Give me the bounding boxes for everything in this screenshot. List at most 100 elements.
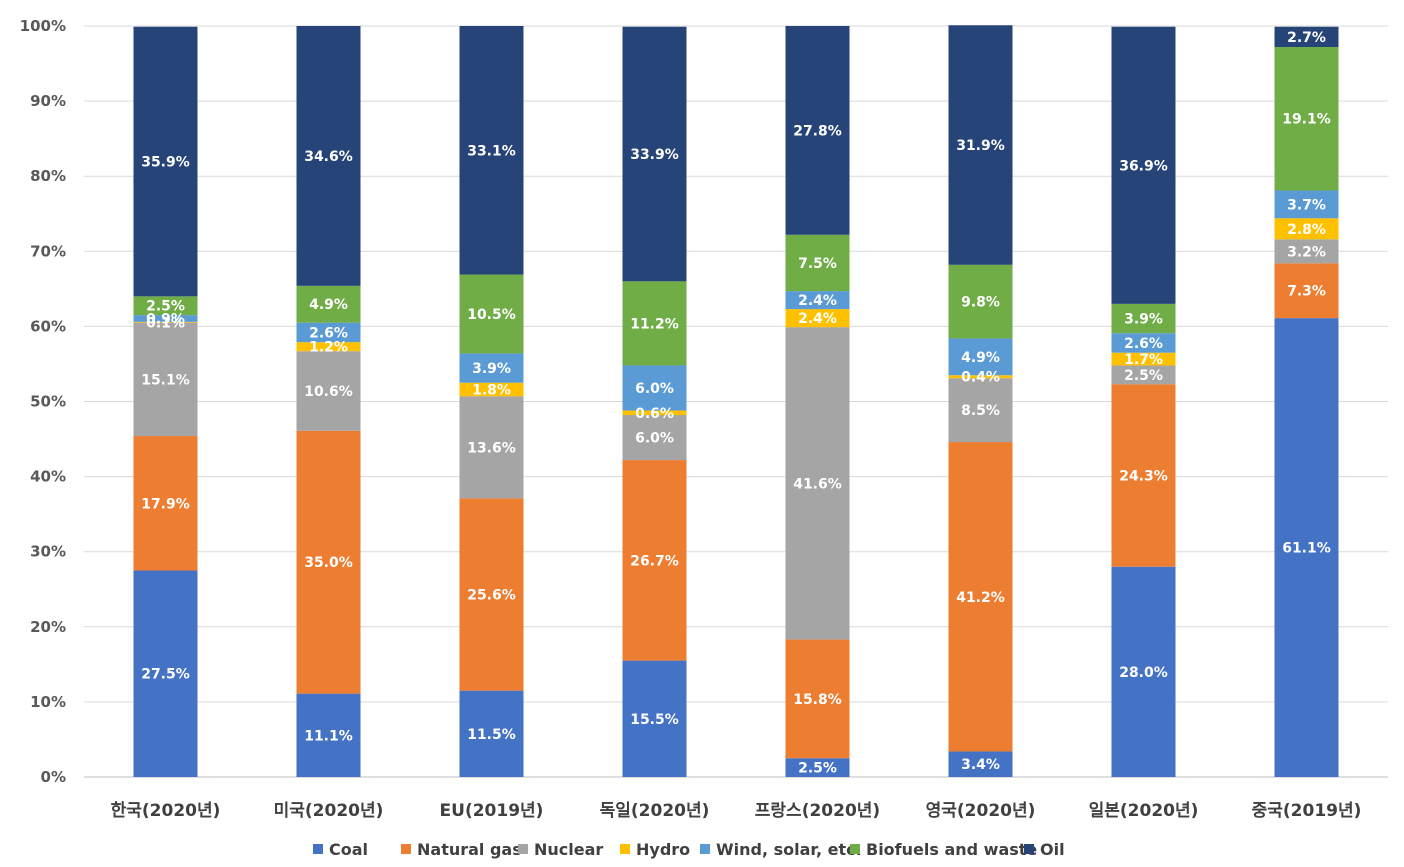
data-label: 15.1% — [141, 372, 190, 388]
y-tick-label: 90% — [30, 92, 66, 110]
bar-segment-nuclear — [948, 378, 1013, 443]
data-label: 11.1% — [304, 728, 353, 744]
data-label: 2.4% — [798, 311, 837, 327]
legend-label: Coal — [329, 840, 368, 859]
data-label: 3.2% — [1287, 244, 1326, 260]
y-tick-label: 20% — [30, 618, 66, 636]
bar-segment-nuclear — [785, 327, 850, 640]
data-label: 35.9% — [141, 155, 190, 171]
bar-segment-wind-solar-etc — [1111, 333, 1176, 353]
data-label: 0.1% — [146, 315, 185, 331]
data-label: 2.4% — [798, 293, 837, 309]
y-tick-label: 80% — [30, 167, 66, 185]
bar-segment-coal — [296, 693, 361, 777]
legend-swatch — [401, 844, 411, 854]
data-label: 15.8% — [793, 692, 842, 708]
bar-segment-natural-gas — [133, 436, 198, 571]
data-label: 10.5% — [467, 307, 516, 323]
bar-segment-hydro — [785, 309, 850, 328]
bar-segment-wind-solar-etc — [459, 353, 524, 383]
data-label: 61.1% — [1282, 541, 1331, 557]
bar-segment-hydro — [133, 321, 198, 323]
data-label: 2.5% — [146, 299, 185, 315]
data-label: 33.1% — [467, 143, 516, 159]
bar-segment-nuclear — [459, 396, 524, 499]
bar-segment-hydro — [1111, 352, 1176, 366]
bar-segment-wind-solar-etc — [1274, 190, 1339, 219]
data-label: 27.5% — [141, 667, 190, 683]
bar-segment-oil — [1111, 26, 1176, 304]
bar-segment-biofuels-and-waste — [296, 285, 361, 323]
y-tick-label: 30% — [30, 543, 66, 561]
bar-segment-oil — [1274, 26, 1339, 48]
bar-segment-natural-gas — [1274, 263, 1339, 319]
bar-segment-oil — [459, 26, 524, 275]
bar-segment-coal — [622, 660, 687, 777]
bar-segment-coal — [1274, 318, 1339, 777]
bar-segment-oil — [622, 26, 687, 282]
data-label: 36.9% — [1119, 158, 1168, 174]
data-label: 1.7% — [1124, 352, 1163, 368]
bar-segment-wind-solar-etc — [622, 365, 687, 411]
legend-label: Hydro — [636, 840, 690, 859]
bar-segment-nuclear — [1274, 239, 1339, 264]
bar-stack — [296, 26, 361, 777]
legend-swatch — [700, 844, 710, 854]
legend-label: Wind, solar, etc. — [716, 840, 862, 859]
data-label: 0.4% — [961, 370, 1000, 386]
bar-segment-natural-gas — [459, 498, 524, 691]
y-tick-label: 100% — [20, 17, 66, 35]
data-label: 1.2% — [309, 340, 348, 356]
data-label: 24.3% — [1119, 468, 1168, 484]
x-tick-label: 독일(2020년) — [600, 801, 710, 821]
data-label: 31.9% — [956, 138, 1005, 154]
bar-segment-coal — [133, 570, 198, 777]
bar-segment-natural-gas — [948, 442, 1013, 752]
legend-swatch — [850, 844, 860, 854]
bar-segment-biofuels-and-waste — [459, 274, 524, 354]
x-tick-label: 영국(2020년) — [926, 801, 1036, 821]
bar-segment-nuclear — [622, 415, 687, 461]
bar-segment-natural-gas — [622, 460, 687, 661]
legend-label: Nuclear — [534, 840, 603, 859]
data-label: 34.6% — [304, 149, 353, 165]
bar-segment-biofuels-and-waste — [948, 264, 1013, 339]
data-label: 2.6% — [1124, 336, 1163, 352]
bar-segment-nuclear — [133, 322, 198, 437]
data-label: 0.6% — [635, 406, 674, 422]
data-label: 41.6% — [793, 476, 842, 492]
bar-segment-biofuels-and-waste — [785, 234, 850, 292]
x-tick-label: 프랑스(2020년) — [755, 801, 880, 821]
data-label: 6.0% — [635, 381, 674, 397]
data-label: 8.5% — [961, 403, 1000, 419]
data-label: 6.0% — [635, 431, 674, 447]
data-label: 7.3% — [1287, 284, 1326, 300]
y-tick-label: 70% — [30, 242, 66, 260]
y-tick-label: 50% — [30, 393, 66, 411]
bar-segment-biofuels-and-waste — [1111, 303, 1176, 334]
bar-stack — [133, 26, 198, 777]
data-label: 33.9% — [630, 147, 679, 163]
data-label: 11.2% — [630, 316, 679, 332]
bar-stack — [1274, 26, 1339, 777]
bar-segment-coal — [785, 758, 850, 777]
data-label: 10.6% — [304, 384, 353, 400]
data-label: 9.8% — [961, 295, 1000, 311]
y-tick-label: 40% — [30, 468, 66, 486]
bar-stack — [622, 26, 687, 777]
bar-stack — [459, 26, 524, 777]
data-label: 7.5% — [798, 256, 837, 272]
data-label: 3.7% — [1287, 197, 1326, 213]
x-tick-label: 미국(2020년) — [274, 801, 384, 821]
data-label: 4.9% — [961, 350, 1000, 366]
x-tick-label: 한국(2020년) — [111, 801, 221, 821]
data-label: 13.6% — [467, 440, 516, 456]
data-label: 11.5% — [467, 727, 516, 743]
legend-label: Natural gas — [417, 840, 522, 859]
legend-label: Biofuels and waste — [866, 840, 1037, 859]
bar-segment-biofuels-and-waste — [133, 296, 198, 316]
legend: Coal Natural gas Nuclear Hydro Wind, solar, … — [313, 840, 1065, 859]
gridlines — [84, 25, 1388, 778]
data-label: 2.6% — [309, 325, 348, 341]
data-label: 0.9% — [146, 312, 185, 328]
